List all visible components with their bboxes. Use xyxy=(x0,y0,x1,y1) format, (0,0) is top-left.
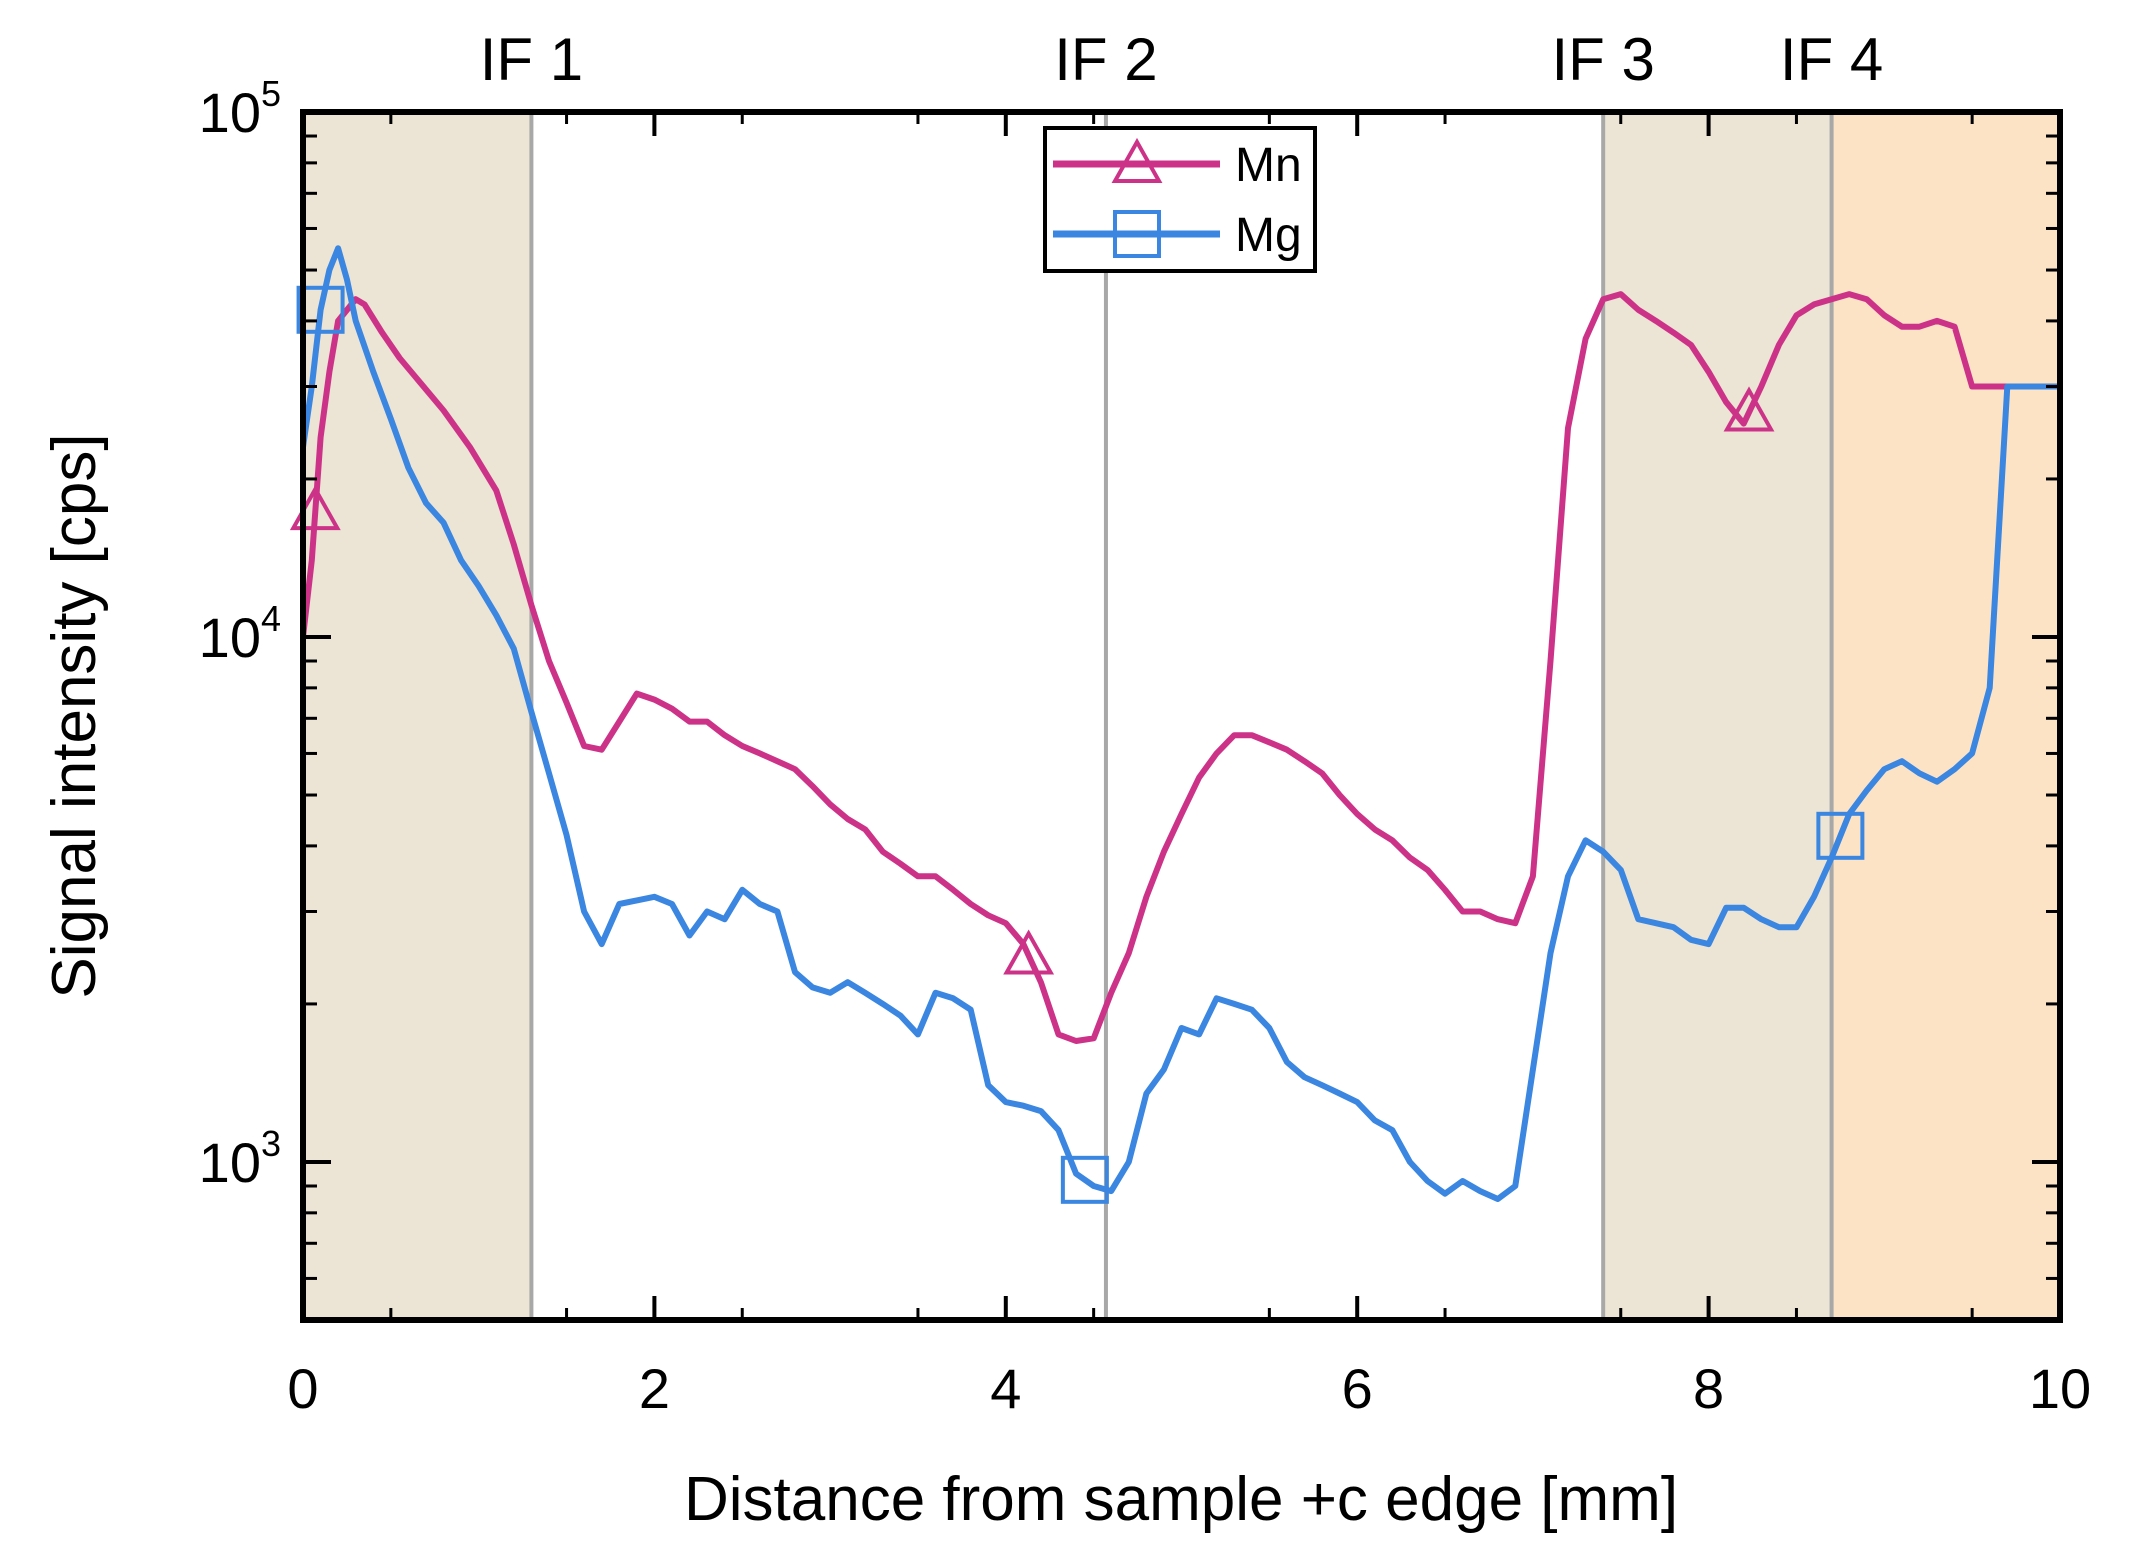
shaded-region-3 xyxy=(1831,112,2060,1320)
data-series xyxy=(300,245,2063,1202)
mg-marker-1 xyxy=(296,285,345,334)
interface-label-2: IF 2 xyxy=(1054,26,1157,93)
shaded-region-1 xyxy=(303,112,532,1320)
interface-label-3: IF 3 xyxy=(1552,26,1655,93)
mg-marker-2 xyxy=(1060,1155,1109,1204)
legend-label-mg: Mg xyxy=(1235,209,1302,262)
y-tick-label-0: 103 xyxy=(199,1123,281,1194)
shaded-region-2 xyxy=(1603,112,1832,1320)
mn-marker-2 xyxy=(1003,929,1055,975)
legend-marker-mg xyxy=(1113,210,1161,258)
mg-marker-3 xyxy=(1816,811,1865,860)
interface-lines: IF 1 IF 2 IF 3 IF 4 xyxy=(480,26,1883,1320)
x-tick-label-2: 4 xyxy=(990,1357,1021,1420)
y-axis-label: Signal intensity [cps] xyxy=(40,433,109,998)
axis-ticks: 0 2 4 6 8 10 103 104 105 xyxy=(199,73,2091,1420)
y-tick-label-1: 104 xyxy=(199,598,281,669)
legend-box xyxy=(1043,126,1317,273)
series-line-mg xyxy=(300,245,2063,1202)
shaded-regions xyxy=(303,112,2060,1320)
x-tick-label-4: 8 xyxy=(1693,1357,1724,1420)
interface-label-1: IF 1 xyxy=(480,26,583,93)
x-tick-label-0: 0 xyxy=(287,1357,318,1420)
legend: Mn Mg xyxy=(1043,126,1317,273)
series-line-mn xyxy=(300,291,2063,1044)
legend-label-mn: Mn xyxy=(1235,139,1302,192)
y-tick-label-2: 105 xyxy=(199,73,281,144)
x-tick-label-5: 10 xyxy=(2029,1357,2091,1420)
interface-label-4: IF 4 xyxy=(1780,26,1883,93)
plot-frame xyxy=(300,109,2063,1323)
x-axis-label: Distance from sample +c edge [mm] xyxy=(684,1465,1678,1534)
mn-marker-3 xyxy=(1723,386,1775,432)
x-tick-label-1: 2 xyxy=(639,1357,670,1420)
legend-marker-mn xyxy=(1111,137,1163,183)
x-tick-label-3: 6 xyxy=(1342,1357,1373,1420)
